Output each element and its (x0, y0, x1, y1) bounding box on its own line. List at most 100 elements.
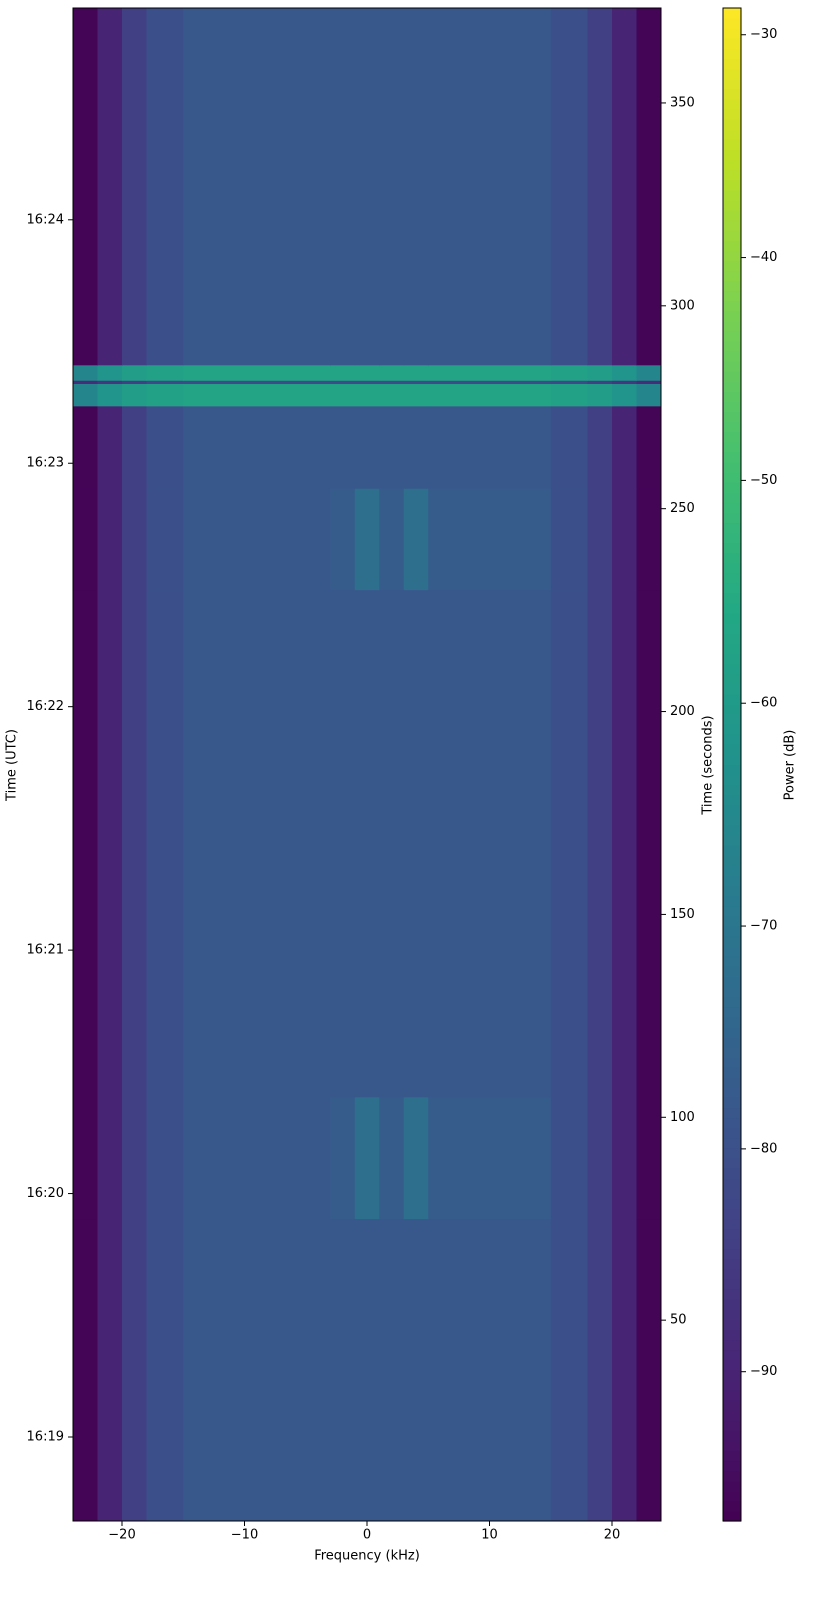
cell (403, 380, 429, 385)
colorbar-slice (723, 482, 741, 493)
colorbar-slice (723, 391, 741, 402)
cell (550, 380, 588, 385)
cell (183, 383, 331, 407)
colorbar-slice (723, 966, 741, 977)
colorbar-slice (723, 149, 741, 160)
colorbar-slice (723, 542, 741, 554)
colorbar-frame (722, 7, 742, 1522)
colorbar-slice (723, 159, 741, 170)
colorbar-slice (723, 1248, 741, 1260)
cell (428, 8, 552, 366)
colorbar-slice (723, 643, 741, 655)
colorbar-slice (723, 1359, 741, 1371)
cell (612, 1218, 637, 1522)
cell (587, 589, 613, 1098)
colorbar-slice (723, 593, 741, 604)
colorbar-slice (723, 703, 741, 715)
colorbar-slice (723, 350, 741, 362)
colorbar-slice (723, 1420, 741, 1431)
cell (379, 365, 405, 381)
cell (354, 383, 380, 407)
colorbar-slice (723, 421, 741, 433)
colorbar-slice (723, 1067, 741, 1078)
colorbar-slice (723, 562, 741, 574)
cell (636, 1218, 662, 1522)
colorbar-slice (723, 724, 741, 735)
colorbar-slice (723, 129, 741, 140)
cell (354, 8, 380, 366)
colorbar-slice (723, 845, 741, 856)
x-tick-label: −20 (108, 1528, 135, 1543)
colorbar-slice (723, 1510, 741, 1522)
cell (612, 488, 637, 591)
colorbar-slice (723, 1228, 741, 1240)
cell (587, 406, 613, 489)
y2-tick-label: 100 (670, 1110, 695, 1125)
colorbar-slice (723, 169, 741, 181)
cell (612, 365, 637, 381)
y-tick-label: 16:23 (27, 456, 64, 471)
colorbar-slice (723, 1268, 741, 1280)
cell (146, 1097, 184, 1220)
cell (122, 1097, 147, 1220)
colorbar-slice (723, 502, 741, 513)
cell (146, 8, 184, 366)
colorbar-slice (723, 260, 741, 271)
colorbar-slice (723, 1077, 741, 1088)
cell (354, 406, 380, 489)
colorbar-slice (723, 905, 741, 917)
colorbar-slice (723, 471, 741, 483)
cell (587, 488, 613, 591)
colorbar-slice (723, 68, 741, 80)
x-tick-label: 0 (363, 1528, 371, 1543)
colorbar-slice (723, 693, 741, 705)
colorbar-slice (723, 108, 741, 120)
cell (330, 380, 356, 385)
colorbar-slice (723, 925, 741, 937)
cell (122, 488, 147, 591)
cell (122, 380, 147, 385)
cell (636, 488, 662, 591)
cell (330, 1218, 356, 1522)
colorbar-slice (723, 1087, 741, 1098)
cell (146, 406, 184, 489)
cell (403, 589, 429, 1098)
colorbar-tick-label: −80 (750, 1141, 777, 1156)
x-tick-label: 10 (481, 1528, 498, 1543)
colorbar-slice (723, 219, 741, 231)
y2-tick-label: 250 (670, 501, 695, 516)
cell (73, 1097, 98, 1220)
cell (183, 1218, 331, 1522)
cell (612, 383, 637, 407)
colorbar-slice (723, 1379, 741, 1391)
cell (550, 406, 588, 489)
colorbar-slice (723, 48, 741, 60)
colorbar-slice (723, 8, 741, 19)
cell (587, 1218, 613, 1522)
colorbar-slice (723, 744, 741, 756)
colorbar-slice (723, 1440, 741, 1451)
colorbar-slice (723, 754, 741, 766)
cell (354, 1218, 380, 1522)
colorbar-slice (723, 855, 741, 866)
colorbar-slice (723, 1309, 741, 1320)
cell (403, 1097, 429, 1220)
colorbar-slice (723, 683, 741, 695)
cell (612, 8, 637, 366)
colorbar-slice (723, 915, 741, 927)
cell (183, 488, 331, 591)
colorbar-slice (723, 1349, 741, 1361)
cell (379, 589, 405, 1098)
colorbar-slice (723, 1127, 741, 1139)
cell (146, 380, 184, 385)
cell (330, 488, 356, 591)
colorbar-slice (723, 441, 741, 453)
colorbar-slice (723, 189, 741, 201)
colorbar-slice (723, 1188, 741, 1199)
colorbar-slice (723, 209, 741, 221)
colorbar-slice (723, 1319, 741, 1330)
colorbar-slice (723, 330, 741, 342)
colorbar-slice (723, 774, 741, 786)
colorbar-slice (723, 229, 741, 241)
